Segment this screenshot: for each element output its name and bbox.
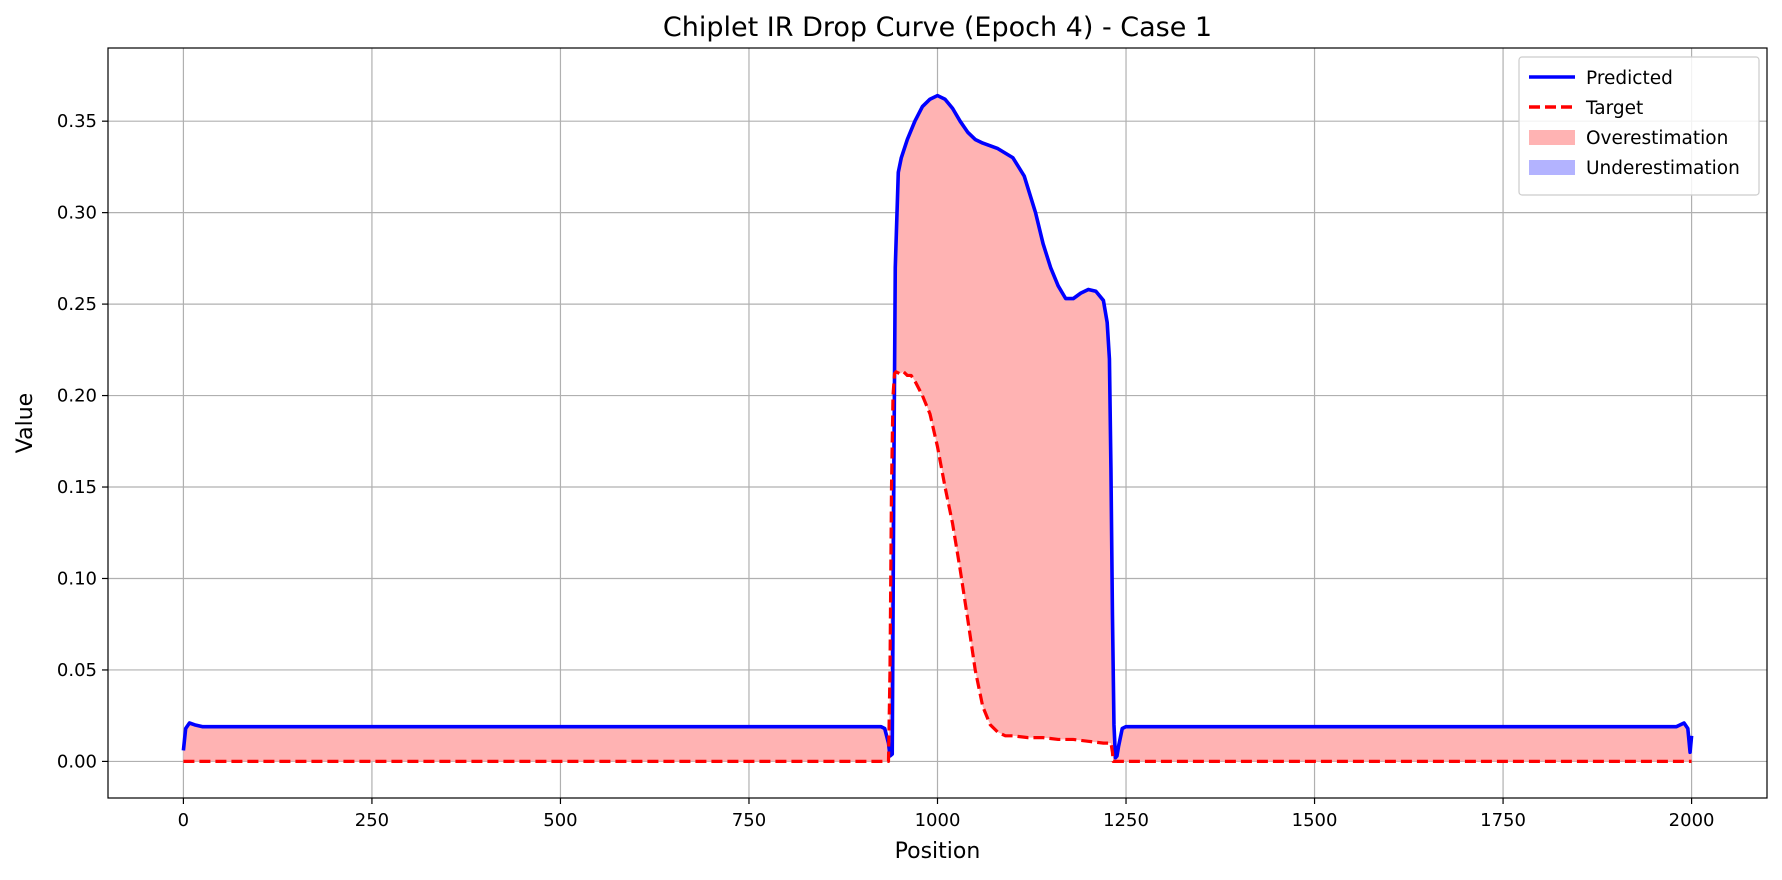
x-tick-label: 0 (178, 810, 189, 831)
y-tick-label: 0.20 (57, 386, 97, 407)
y-tick-label: 0.35 (57, 111, 97, 132)
x-tick-label: 1250 (1103, 810, 1149, 831)
x-tick-label: 1750 (1480, 810, 1526, 831)
legend-item-overestimation: Overestimation (1529, 128, 1728, 149)
legend-swatch (1529, 130, 1575, 145)
legend-box (1518, 56, 1760, 196)
legend-item-underestimation: Underestimation (1529, 158, 1740, 179)
series-lines (181, 93, 1694, 764)
y-tick-label: 0.05 (57, 660, 97, 681)
chart-title: Chiplet IR Drop Curve (Epoch 4) - Case 1 (663, 12, 1212, 43)
target-line (183, 370, 1692, 764)
legend-item-predicted: Predicted (1529, 68, 1673, 89)
y-tick-label: 0.30 (57, 203, 97, 224)
overestimation-fill (183, 95, 1692, 762)
legend-label: Target (1585, 98, 1643, 119)
x-tick-label: 1500 (1292, 810, 1338, 831)
legend-swatch (1529, 160, 1575, 175)
y-axis-title: Value (13, 393, 38, 453)
predicted-line (181, 93, 1694, 760)
x-tick-label: 2000 (1669, 810, 1715, 831)
x-tick-label: 1000 (915, 810, 961, 831)
axis-ticks: 0 250 500 750 1000 1250 1500 1750 2000 0.00 0.05 0.… (57, 111, 1715, 831)
x-axis-title: Position (895, 839, 981, 864)
y-tick-label: 0.25 (57, 294, 97, 315)
x-tick-label: 500 (543, 810, 577, 831)
x-tick-label: 250 (355, 810, 389, 831)
y-tick-label: 0.15 (57, 477, 97, 498)
y-tick-label: 0.00 (57, 751, 97, 772)
x-tick-label: 750 (732, 810, 766, 831)
legend-label: Predicted (1586, 68, 1673, 89)
legend: Predicted Target Overestimation Underestima… (1518, 56, 1760, 196)
legend-item-target: Target (1529, 98, 1643, 119)
y-tick-label: 0.10 (57, 568, 97, 589)
legend-label: Overestimation (1586, 128, 1728, 149)
fill-regions (183, 95, 1692, 762)
legend-label: Underestimation (1586, 158, 1740, 179)
